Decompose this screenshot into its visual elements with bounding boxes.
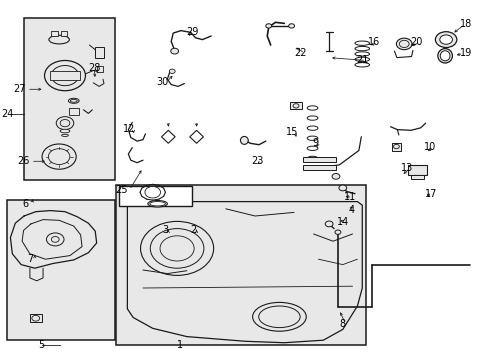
Circle shape bbox=[292, 104, 298, 108]
Text: 27: 27 bbox=[13, 84, 25, 94]
Bar bbox=[6, 200, 115, 340]
Circle shape bbox=[150, 229, 203, 268]
Circle shape bbox=[334, 230, 340, 234]
Circle shape bbox=[140, 221, 213, 275]
Circle shape bbox=[396, 38, 411, 50]
Text: 3: 3 bbox=[162, 225, 168, 235]
Text: 8: 8 bbox=[339, 319, 345, 329]
Ellipse shape bbox=[258, 306, 300, 328]
Text: 24: 24 bbox=[1, 109, 14, 120]
Circle shape bbox=[169, 69, 175, 73]
Bar bbox=[50, 71, 80, 80]
Text: 10: 10 bbox=[424, 142, 436, 152]
Bar bbox=[391, 143, 401, 151]
Text: 12: 12 bbox=[123, 124, 135, 134]
Circle shape bbox=[144, 186, 160, 198]
Polygon shape bbox=[127, 202, 362, 343]
Text: 30: 30 bbox=[156, 77, 168, 87]
Circle shape bbox=[331, 174, 339, 179]
Bar bbox=[61, 31, 67, 36]
Bar bbox=[289, 102, 301, 109]
Ellipse shape bbox=[252, 302, 305, 331]
Bar bbox=[23, 18, 115, 180]
Text: 22: 22 bbox=[294, 48, 306, 58]
Text: 6: 6 bbox=[22, 199, 28, 210]
Text: 5: 5 bbox=[39, 340, 44, 350]
Text: 16: 16 bbox=[367, 37, 379, 48]
Text: 21: 21 bbox=[355, 55, 368, 66]
Circle shape bbox=[51, 66, 79, 86]
Circle shape bbox=[48, 149, 70, 165]
Circle shape bbox=[56, 117, 74, 130]
Text: 4: 4 bbox=[348, 204, 354, 215]
Text: 26: 26 bbox=[17, 156, 29, 166]
Ellipse shape bbox=[240, 136, 248, 144]
Circle shape bbox=[44, 60, 85, 91]
Circle shape bbox=[60, 120, 70, 127]
Circle shape bbox=[32, 315, 40, 321]
Text: 19: 19 bbox=[459, 48, 471, 58]
Bar bbox=[119, 186, 191, 206]
Bar bbox=[302, 157, 335, 162]
Ellipse shape bbox=[60, 129, 70, 133]
Ellipse shape bbox=[147, 201, 167, 207]
Ellipse shape bbox=[61, 134, 68, 136]
Text: 11: 11 bbox=[343, 192, 355, 202]
Text: 17: 17 bbox=[425, 189, 437, 199]
Circle shape bbox=[434, 32, 456, 48]
Circle shape bbox=[399, 40, 408, 48]
Bar bbox=[302, 165, 335, 170]
Circle shape bbox=[46, 233, 64, 246]
Bar bbox=[97, 66, 103, 72]
Circle shape bbox=[265, 24, 271, 28]
Text: 18: 18 bbox=[459, 19, 471, 30]
Text: 7: 7 bbox=[27, 254, 33, 264]
Bar bbox=[30, 314, 42, 322]
Text: 13: 13 bbox=[400, 163, 412, 174]
Bar bbox=[69, 108, 79, 115]
Text: 9: 9 bbox=[312, 138, 318, 148]
Text: 20: 20 bbox=[410, 37, 422, 48]
Ellipse shape bbox=[149, 202, 165, 206]
Circle shape bbox=[439, 35, 451, 44]
Polygon shape bbox=[161, 130, 175, 143]
Circle shape bbox=[338, 185, 346, 191]
Ellipse shape bbox=[70, 99, 77, 102]
Circle shape bbox=[393, 144, 399, 149]
Bar bbox=[410, 175, 423, 179]
Bar bbox=[407, 165, 426, 175]
Text: 1: 1 bbox=[176, 340, 182, 350]
Text: 2: 2 bbox=[190, 225, 196, 235]
Circle shape bbox=[170, 48, 178, 54]
Text: 14: 14 bbox=[336, 217, 348, 228]
Bar bbox=[95, 47, 104, 58]
Bar bbox=[51, 31, 58, 36]
Polygon shape bbox=[189, 130, 203, 143]
Ellipse shape bbox=[68, 98, 79, 103]
Bar bbox=[116, 185, 366, 345]
Circle shape bbox=[42, 144, 76, 169]
Text: 15: 15 bbox=[286, 127, 298, 138]
Text: 25: 25 bbox=[115, 185, 127, 195]
Text: 23: 23 bbox=[250, 156, 263, 166]
Circle shape bbox=[51, 237, 59, 242]
Text: 28: 28 bbox=[88, 63, 100, 73]
Ellipse shape bbox=[437, 49, 451, 63]
Ellipse shape bbox=[49, 35, 69, 44]
Circle shape bbox=[325, 221, 332, 227]
Circle shape bbox=[288, 24, 294, 28]
Text: 29: 29 bbox=[186, 27, 199, 37]
Ellipse shape bbox=[439, 51, 449, 61]
Circle shape bbox=[160, 236, 194, 261]
